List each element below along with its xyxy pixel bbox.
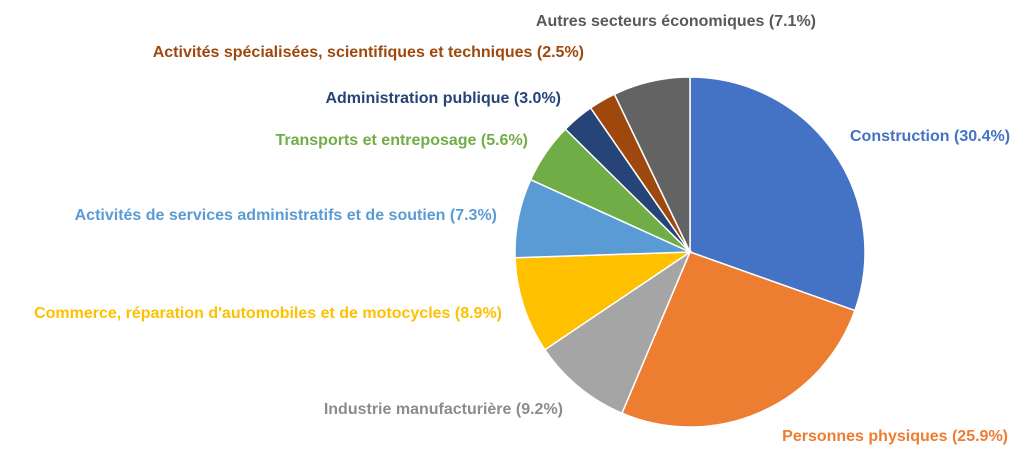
slice-label-0: Construction (30.4%): [850, 128, 1010, 145]
pie-slice-3: [514, 251, 693, 351]
slice-label-8: Autres secteurs économiques (7.1%): [536, 13, 816, 30]
pie-slice-2: [543, 249, 692, 415]
slice-label-1: Personnes physiques (25.9%): [782, 428, 1008, 445]
pie-slice-8: [613, 76, 691, 253]
pie-slices: [514, 76, 866, 428]
pie-slice-1: [620, 251, 856, 428]
slice-label-3: Commerce, réparation d'automobiles et de…: [34, 305, 502, 322]
slice-label-7: Activités spécialisées, scientifiques et…: [153, 44, 584, 61]
slice-label-6: Administration publique (3.0%): [325, 90, 561, 107]
slice-label-4: Activités de services administratifs et …: [75, 207, 497, 224]
slice-label-5: Transports et entreposage (5.6%): [275, 132, 528, 149]
slice-labels: Construction (30.4%) Personnes physiques …: [34, 13, 1010, 445]
pie-slice-0: [689, 76, 866, 312]
slice-label-2: Industrie manufacturière (9.2%): [324, 401, 563, 418]
